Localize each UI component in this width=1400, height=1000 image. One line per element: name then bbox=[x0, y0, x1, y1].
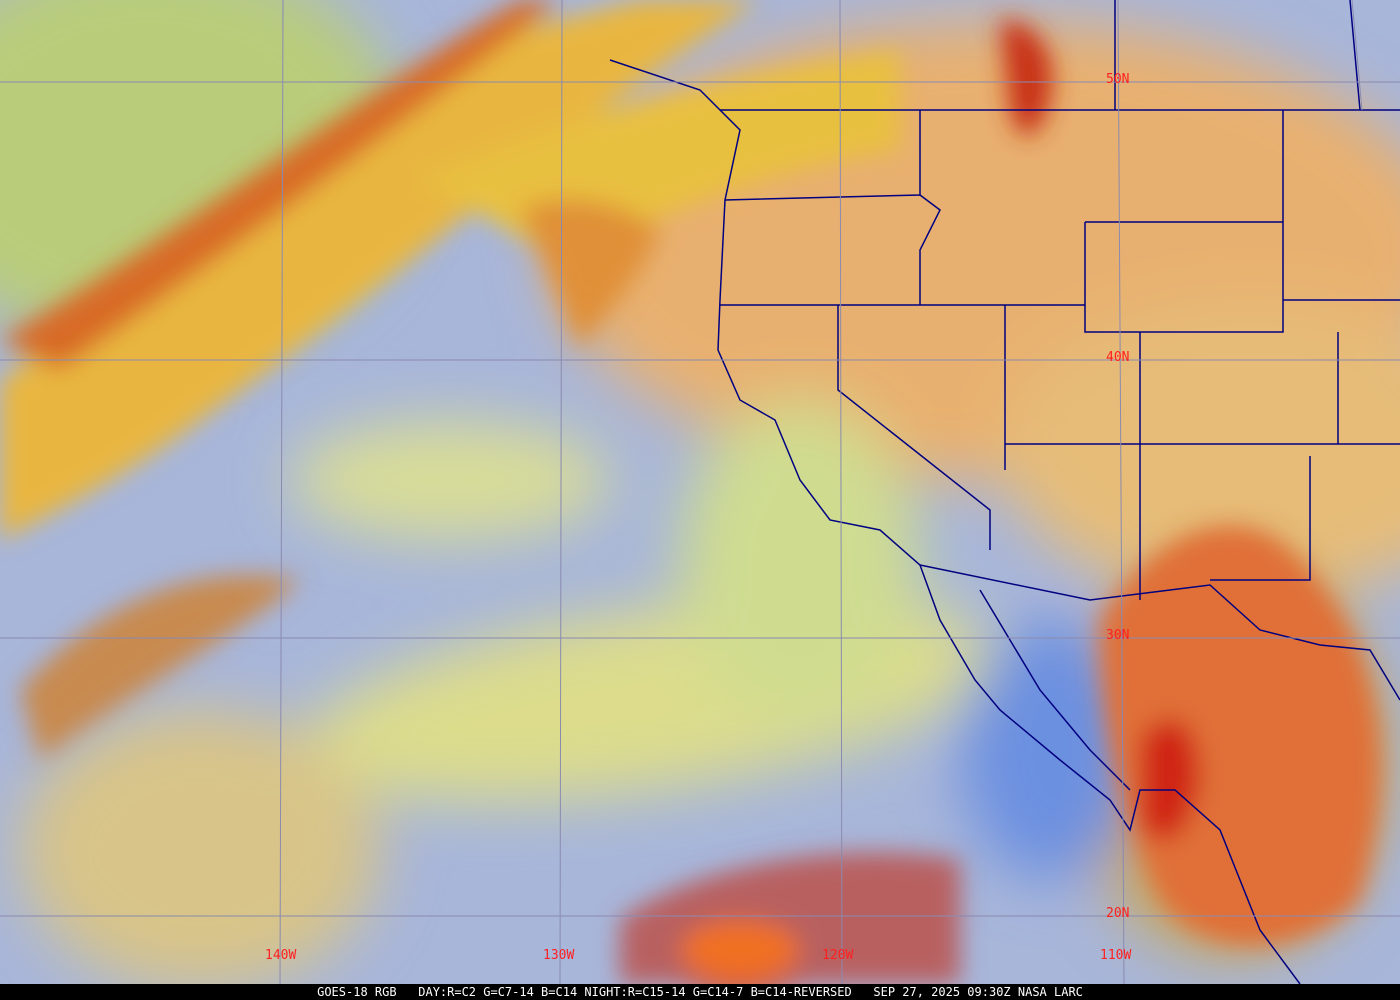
image-caption: GOES-18 RGB DAY:R=C2 G=C7-14 B=C14 NIGHT… bbox=[0, 984, 1400, 1000]
us-mexico-border bbox=[919, 564, 1400, 701]
longitude-label-140w: 140W bbox=[265, 948, 297, 963]
state-lines bbox=[720, 0, 1400, 600]
latitude-label-40n: 40N bbox=[1106, 350, 1130, 365]
latitude-label-50n: 50N bbox=[1106, 72, 1130, 87]
coastline bbox=[609, 59, 1301, 984]
political-borders bbox=[609, 0, 1400, 984]
longitude-label-130w: 130W bbox=[543, 948, 575, 963]
longitude-label-120w: 120W bbox=[822, 948, 854, 963]
latitude-label-30n: 30N bbox=[1106, 628, 1130, 643]
longitude-label-110w: 110W bbox=[1100, 948, 1132, 963]
baja-gulf-coast bbox=[979, 589, 1131, 791]
latitude-label-20n: 20N bbox=[1106, 906, 1130, 921]
